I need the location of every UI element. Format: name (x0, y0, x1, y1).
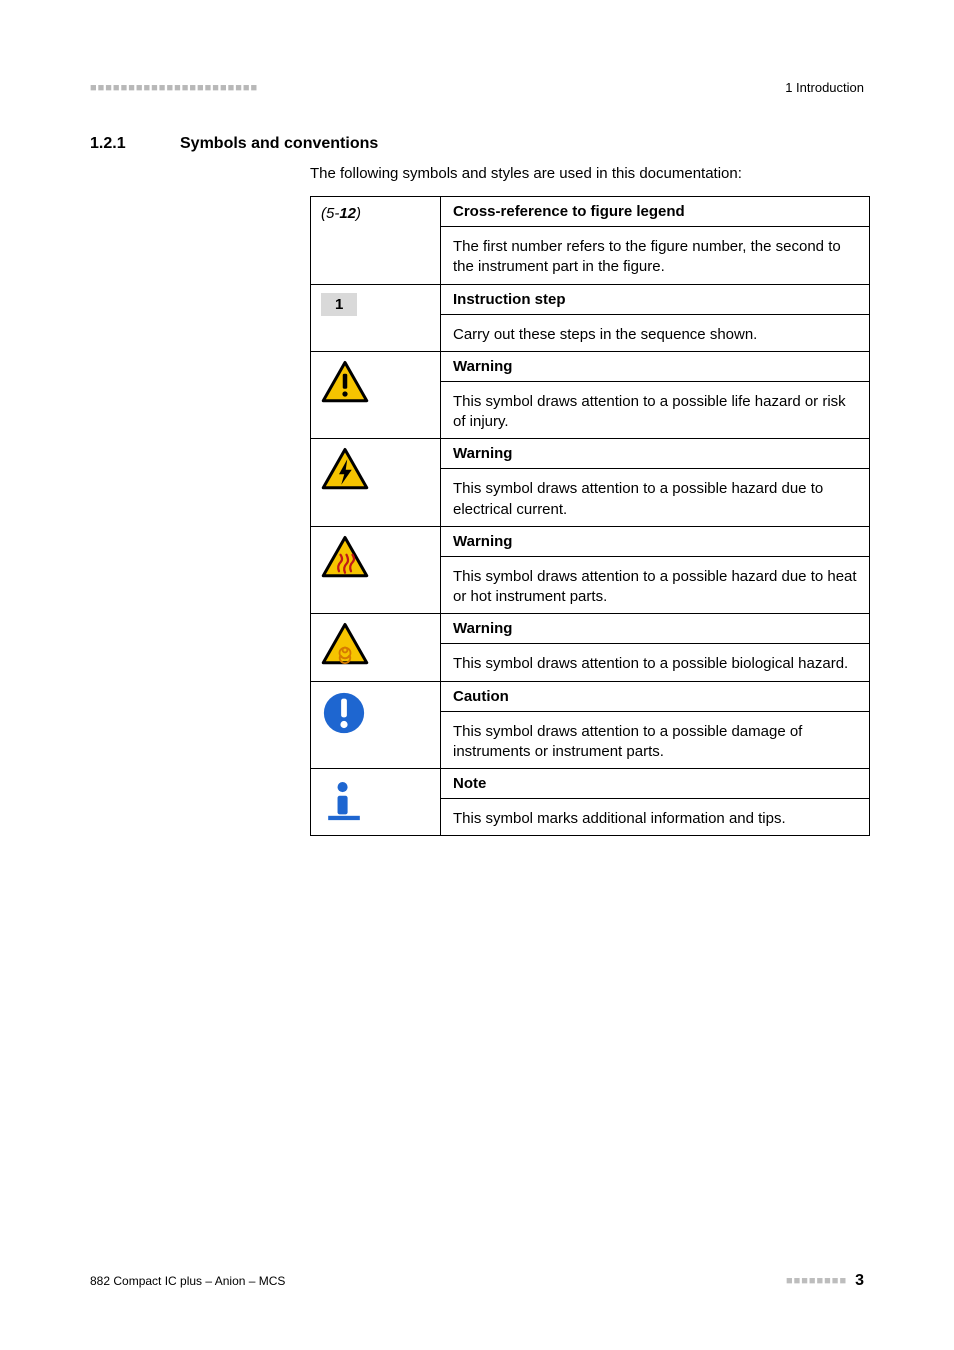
table-row: 1 Instruction step (311, 284, 870, 314)
symbol-cell-xref: (5-12) (311, 197, 441, 285)
symbol-cell-step: 1 (311, 284, 441, 351)
circle-exclamation-icon (321, 690, 367, 736)
table-row: Warning (311, 351, 870, 381)
footer-page-number: 3 (855, 1272, 864, 1290)
page-footer: 882 Compact IC plus – Anion – MCS ■■■■■■… (90, 1272, 864, 1290)
row-heading: Warning (453, 445, 857, 462)
section-heading: 1.2.1 Symbols and conventions (90, 135, 864, 153)
info-icon (321, 777, 367, 823)
xref-bold: 12 (339, 205, 356, 222)
row-heading: Note (453, 775, 857, 792)
row-body: This symbol draws attention to a possibl… (453, 388, 857, 433)
header-dashes: ■■■■■■■■■■■■■■■■■■■■■■ (90, 82, 258, 94)
table-row: Warning (311, 614, 870, 644)
chapter-label: 1 Introduction (785, 80, 864, 95)
row-heading: Warning (453, 620, 857, 637)
row-body: This symbol draws attention to a possibl… (453, 718, 857, 763)
footer-right: ■■■■■■■■ 3 (786, 1272, 864, 1290)
row-heading: Warning (453, 358, 857, 375)
table-row: Warning (311, 526, 870, 556)
page-header: ■■■■■■■■■■■■■■■■■■■■■■ 1 Introduction (90, 80, 864, 95)
section-number: 1.2.1 (90, 135, 150, 153)
row-body: This symbol draws attention to a possibl… (453, 650, 857, 674)
step-badge: 1 (321, 293, 357, 316)
page: ■■■■■■■■■■■■■■■■■■■■■■ 1 Introduction 1.… (0, 0, 954, 1350)
row-heading: Warning (453, 533, 857, 550)
xref-suffix: ) (356, 205, 361, 222)
row-body: This symbol marks additional information… (453, 805, 857, 829)
symbol-cell-warning-heat (311, 526, 441, 614)
symbol-cell-note (311, 769, 441, 836)
row-heading: Cross-reference to figure legend (453, 203, 857, 220)
row-body: The first number refers to the figure nu… (453, 233, 857, 278)
table-row: Warning (311, 439, 870, 469)
row-heading: Instruction step (453, 291, 857, 308)
symbol-cell-warning (311, 351, 441, 439)
section-intro: The following symbols and styles are use… (310, 165, 864, 182)
triangle-exclamation-icon (321, 360, 369, 404)
symbol-cell-warning-electric (311, 439, 441, 527)
table-row: (5-12) Cross-reference to figure legend (311, 197, 870, 227)
footer-dashes: ■■■■■■■■ (786, 1275, 847, 1287)
table-row: Note (311, 769, 870, 799)
section-title: Symbols and conventions (180, 135, 378, 153)
row-body: This symbol draws attention to a possibl… (453, 563, 857, 608)
triangle-heat-icon (321, 535, 369, 579)
row-heading: Caution (453, 688, 857, 705)
symbols-table: (5-12) Cross-reference to figure legend … (310, 196, 870, 836)
symbol-cell-warning-bio (311, 614, 441, 681)
triangle-bolt-icon (321, 447, 369, 491)
symbol-cell-caution (311, 681, 441, 769)
xref-prefix: (5- (321, 205, 339, 222)
dash-pattern: ■■■■■■■■■■■■■■■■■■■■■■ (90, 82, 258, 94)
row-body: This symbol draws attention to a possibl… (453, 475, 857, 520)
triangle-biohazard-icon (321, 622, 369, 666)
row-body: Carry out these steps in the sequence sh… (453, 321, 857, 345)
table-row: Caution (311, 681, 870, 711)
footer-doc-title: 882 Compact IC plus – Anion – MCS (90, 1274, 285, 1288)
